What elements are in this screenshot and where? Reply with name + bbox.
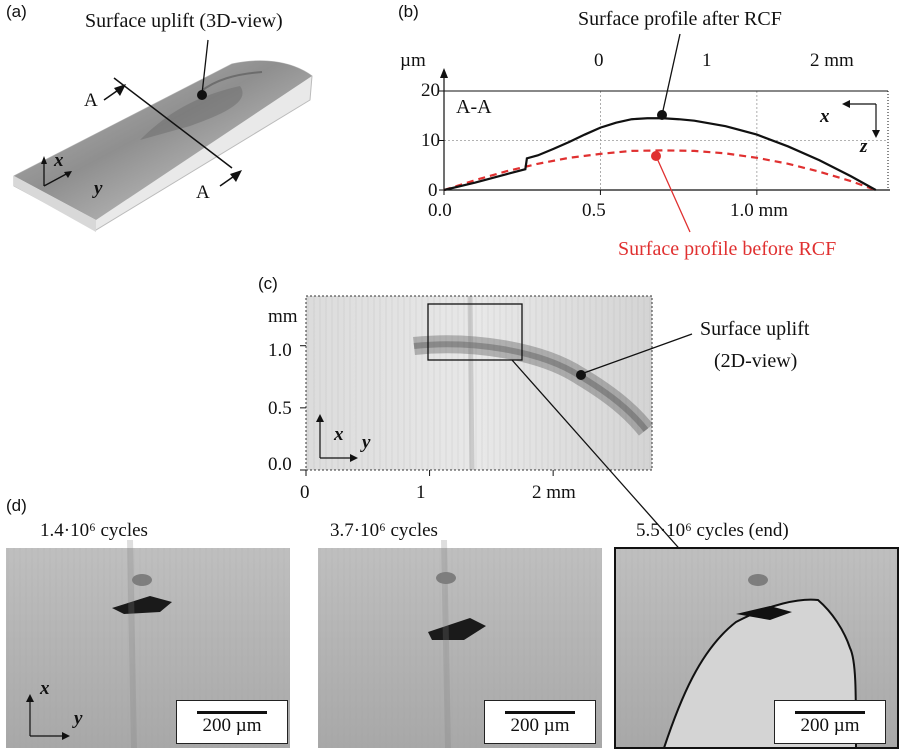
profile-after-title: Surface profile after RCF bbox=[578, 8, 782, 30]
specimen-3d-view bbox=[13, 60, 313, 232]
axis-y-label-d: y bbox=[74, 708, 83, 729]
chart-c-x-tick-2: 2 mm bbox=[532, 482, 576, 503]
chart-b-y-tick-0: 0 bbox=[428, 180, 438, 201]
axes-icon-a bbox=[41, 156, 72, 187]
axis-y-label-a: y bbox=[94, 178, 103, 199]
uplift-2d-annotation-2: (2D-view) bbox=[714, 350, 798, 372]
section-a-a-label: A-A bbox=[456, 96, 492, 118]
chart-b-x-tick-0: 0.0 bbox=[428, 200, 452, 221]
chart-b-top-tick-1: 1 bbox=[702, 50, 712, 71]
zoom-box bbox=[427, 303, 523, 361]
leader-before bbox=[655, 155, 691, 233]
scale-bar-2: 200 µm bbox=[484, 700, 596, 744]
scale-bar-1: 200 µm bbox=[176, 700, 288, 744]
series-before-rcf bbox=[443, 149, 877, 192]
chart-b-y-tick-10: 10 bbox=[421, 130, 440, 151]
panel-label-c: (c) bbox=[258, 274, 278, 293]
uplift-2d-annotation-1: Surface uplift bbox=[700, 318, 810, 340]
chart-b-top-tick-0: 0 bbox=[594, 50, 604, 71]
axes-icon-d bbox=[26, 694, 70, 740]
chart-b bbox=[439, 33, 890, 233]
micrograph-3-caption: 5.5·10⁶ cycles (end) bbox=[636, 520, 789, 541]
chart-b-x-tick-1: 0.5 bbox=[582, 200, 606, 221]
chart-b-x-tick-2: 1.0 mm bbox=[730, 200, 789, 221]
leader-after bbox=[661, 33, 681, 116]
chart-c-ticks bbox=[300, 345, 554, 476]
axis-x-label-d: x bbox=[40, 678, 50, 699]
chart-b-top-axis-unit: µm bbox=[400, 50, 426, 71]
micrograph-1-caption: 1.4·10⁶ cycles bbox=[40, 520, 148, 541]
axis-x-label-c: x bbox=[334, 424, 344, 445]
chart-c-y-tick-1: 1.0 bbox=[268, 340, 292, 361]
uplift-3d-annotation: Surface uplift (3D-view) bbox=[85, 10, 283, 32]
panel-label-d: (d) bbox=[6, 496, 27, 515]
chart-b-ticks bbox=[439, 90, 758, 195]
scale-bar-3: 200 µm bbox=[774, 700, 886, 744]
panel-label-b: (b) bbox=[398, 2, 419, 21]
micrograph-3 bbox=[614, 547, 899, 749]
chart-b-y-tick-20: 20 bbox=[421, 80, 440, 101]
axis-x-label-b: x bbox=[820, 106, 830, 127]
section-marker-top: A bbox=[84, 90, 98, 111]
scale-bar-line bbox=[505, 711, 575, 714]
axis-z-label-b: z bbox=[860, 136, 868, 157]
series-after-rcf bbox=[443, 117, 877, 192]
chart-c-x-tick-0: 0 bbox=[300, 482, 310, 503]
chart-c-y-tick-0: 0.0 bbox=[268, 454, 292, 475]
panel-label-a: (a) bbox=[6, 2, 27, 21]
axis-x-label-a: x bbox=[54, 150, 64, 171]
uplift-3d-dot bbox=[197, 90, 207, 100]
axes-icon-b bbox=[842, 100, 880, 138]
profile-before-title: Surface profile before RCF bbox=[618, 238, 837, 260]
scale-bar-line bbox=[197, 711, 267, 714]
uplift-3d-leader bbox=[201, 39, 209, 95]
chart-c-y-unit: mm bbox=[268, 306, 298, 327]
axes-icon-c bbox=[316, 414, 358, 462]
panel-c-image bbox=[300, 295, 717, 591]
chart-c-x-tick-1: 1 bbox=[416, 482, 426, 503]
uplift-2d-dot bbox=[576, 370, 586, 380]
scale-bar-line bbox=[795, 711, 865, 714]
scale-bar-label: 200 µm bbox=[202, 715, 262, 736]
section-line-a-a bbox=[103, 77, 242, 187]
axis-y-label-c: y bbox=[362, 432, 371, 453]
dot-before bbox=[651, 151, 661, 161]
scale-bar-label: 200 µm bbox=[800, 715, 860, 736]
micrograph-2 bbox=[318, 539, 602, 749]
chart-c-y-tick-05: 0.5 bbox=[268, 398, 292, 419]
chart-b-grid bbox=[444, 91, 888, 190]
dot-after bbox=[657, 110, 667, 120]
chart-b-top-tick-2: 2 mm bbox=[810, 50, 854, 71]
section-marker-bottom: A bbox=[196, 182, 210, 203]
uplift-2d-leader bbox=[580, 333, 693, 375]
scale-bar-label: 200 µm bbox=[510, 715, 570, 736]
micrograph-2-caption: 3.7·10⁶ cycles bbox=[330, 520, 438, 541]
